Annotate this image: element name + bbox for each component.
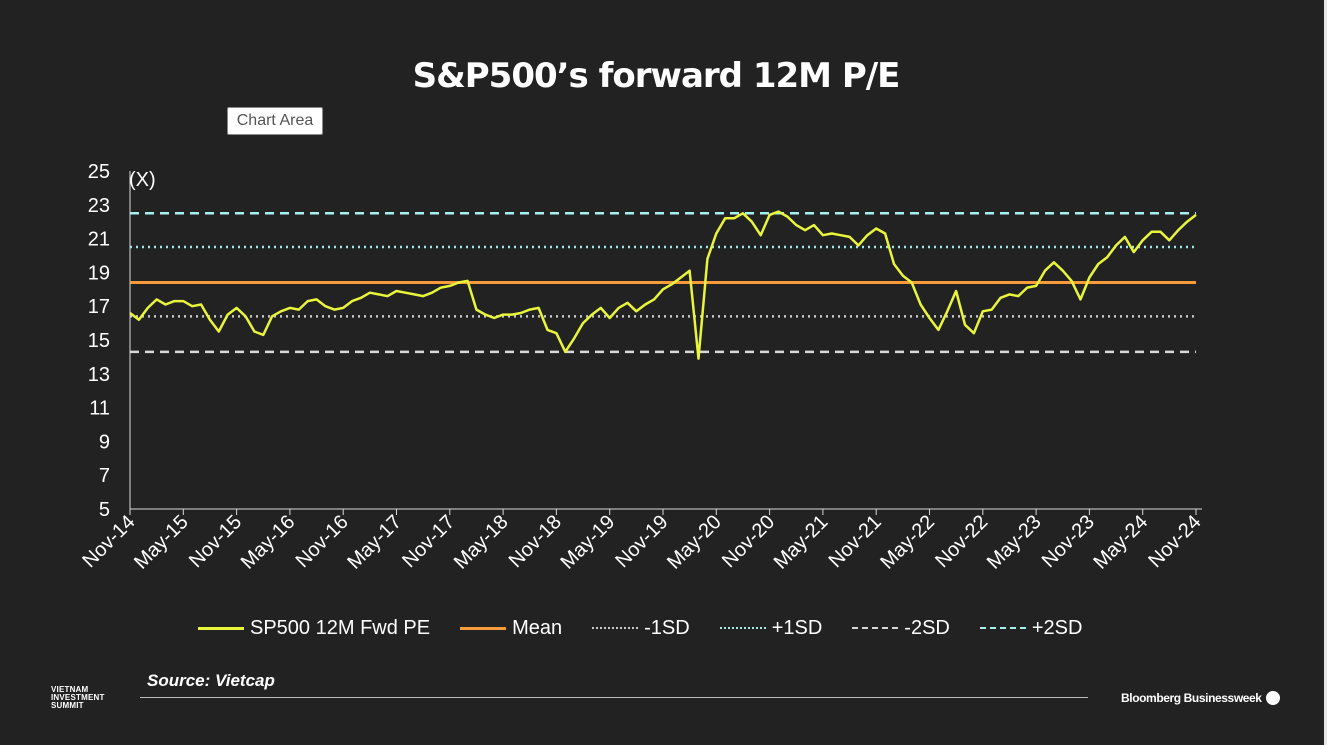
x-tick-label: May-24 xyxy=(1090,511,1153,574)
y-axis-unit-label: (X) xyxy=(129,169,156,191)
legend-label: +1SD xyxy=(771,616,823,639)
logo-line: VIETNAM xyxy=(51,685,89,694)
vietnam-investment-summit-logo: VIETNAM INVESTMENT SUMMIT xyxy=(51,686,105,710)
y-tick-label: 11 xyxy=(89,398,110,420)
legend-label: Mean xyxy=(512,616,563,639)
legend-swatch xyxy=(592,627,639,629)
logo-line: SUMMIT xyxy=(51,701,84,710)
source-note: Source: Vietcap xyxy=(147,671,275,690)
chart-area-tooltip: Chart Area xyxy=(227,107,323,135)
legend-item: +1SD xyxy=(719,616,823,640)
series-line-sp500-fwd-pe xyxy=(129,210,1197,360)
legend-label: -1SD xyxy=(644,616,690,639)
x-tick-label: May-20 xyxy=(663,511,726,574)
legend-swatch xyxy=(979,627,1026,629)
y-tick-label: 21 xyxy=(88,229,110,251)
x-tick-label: Nov-20 xyxy=(718,511,779,572)
x-tick-label: May-16 xyxy=(237,511,300,574)
y-tick-label: 25 xyxy=(88,161,110,183)
legend-item: -2SD xyxy=(852,617,950,640)
bbw-circle-icon xyxy=(1265,691,1280,705)
legend-label: SP500 12M Fwd PE xyxy=(250,616,431,639)
x-tick-label: Nov-17 xyxy=(398,511,459,572)
legend-item: -1SD xyxy=(592,617,690,640)
slide-right-edge xyxy=(1324,0,1327,745)
x-tick-label: May-15 xyxy=(130,511,193,574)
y-tick-label: 15 xyxy=(88,330,110,352)
legend-label: -2SD xyxy=(904,616,950,639)
footer-divider xyxy=(140,697,1088,698)
y-tick-label: 9 xyxy=(99,431,110,453)
legend-item: +2SD xyxy=(979,616,1083,640)
legend-item: SP500 12M Fwd PE xyxy=(198,617,430,640)
chart-title: S&P500’s forward 12M P/E xyxy=(412,56,901,96)
x-tick-label: Nov-22 xyxy=(931,511,992,572)
x-tick-label: May-17 xyxy=(343,511,406,574)
x-tick-label: Nov-23 xyxy=(1038,511,1099,572)
y-tick-label: 7 xyxy=(99,465,110,487)
legend-swatch xyxy=(852,627,899,629)
x-tick-label: Nov-15 xyxy=(185,511,246,572)
legend-swatch xyxy=(198,626,244,630)
x-tick-label: Nov-18 xyxy=(505,511,566,572)
bloomberg-businessweek-logo: Bloomberg Businessweek xyxy=(1121,691,1280,705)
logo-line: INVESTMENT xyxy=(51,693,105,702)
y-tick-label: 19 xyxy=(88,262,110,284)
y-tick-label: 5 xyxy=(99,499,110,521)
x-tick-label: Nov-16 xyxy=(292,511,353,572)
x-tick-label: May-21 xyxy=(770,511,833,574)
x-tick-label: Nov-24 xyxy=(1144,511,1205,572)
legend-item: Mean xyxy=(460,617,562,640)
x-tick-label: May-19 xyxy=(557,511,620,574)
chart-legend: SP500 12M Fwd PE Mean -1SD +1SD -2SD +2SD xyxy=(198,615,1112,641)
legend-label: +2SD xyxy=(1031,616,1083,639)
legend-swatch xyxy=(719,627,766,629)
x-tick-label: Nov-21 xyxy=(825,511,886,572)
y-tick-label: 13 xyxy=(88,364,110,386)
legend-swatch xyxy=(460,626,507,630)
x-tick-label: May-18 xyxy=(450,511,513,574)
y-tick-label: 23 xyxy=(88,195,110,217)
y-tick-label: 17 xyxy=(88,296,110,318)
x-tick-label: May-22 xyxy=(876,511,939,574)
x-tick-label: Nov-19 xyxy=(611,511,672,572)
bbw-logo-text: Bloomberg Businessweek xyxy=(1121,691,1262,705)
x-tick-label: May-23 xyxy=(983,511,1046,574)
